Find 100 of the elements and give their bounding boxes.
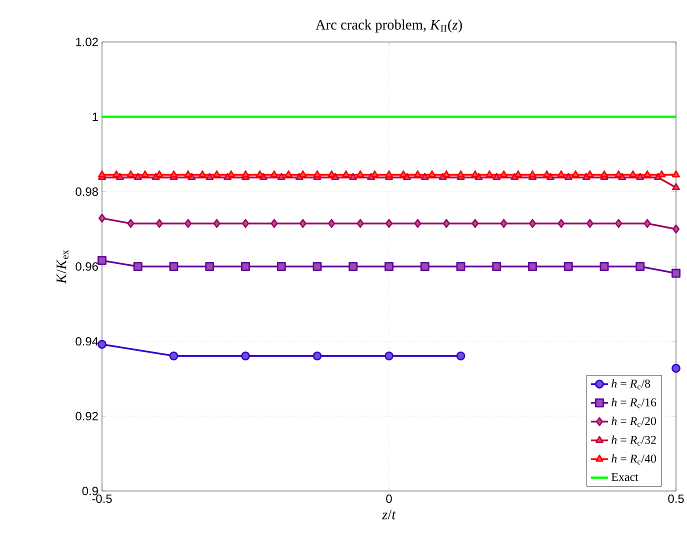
point — [643, 170, 652, 178]
point — [348, 262, 358, 271]
y-tick-label: 0.96 — [76, 262, 98, 271]
point — [241, 262, 250, 271]
point — [485, 170, 494, 178]
point — [442, 218, 450, 228]
legend-label: Exact — [612, 473, 638, 481]
point — [644, 218, 651, 228]
point — [456, 262, 466, 271]
point — [198, 170, 206, 178]
point — [212, 170, 221, 178]
point — [313, 170, 322, 178]
point — [628, 170, 637, 178]
chart-title: Arc crack problem, K$_{II}$(z) — [316, 19, 462, 32]
point — [284, 170, 293, 178]
point — [384, 262, 394, 271]
point — [614, 170, 623, 178]
x-tick-label: -0.5 — [92, 494, 112, 503]
point — [542, 170, 551, 178]
point — [356, 218, 364, 228]
point — [169, 351, 178, 360]
x-axis-title: z/t — [382, 510, 396, 520]
point — [500, 218, 508, 228]
point — [242, 218, 250, 228]
point — [672, 364, 680, 373]
point — [572, 170, 580, 178]
point — [242, 170, 250, 178]
point — [420, 262, 430, 271]
point — [270, 218, 278, 228]
point — [456, 351, 466, 360]
point — [349, 172, 358, 180]
point — [127, 218, 134, 228]
legend-label: h = R$_{c}$/16 — [612, 398, 656, 408]
point — [213, 218, 220, 228]
point — [241, 351, 250, 360]
point — [98, 256, 106, 265]
point — [600, 262, 609, 271]
point — [500, 170, 508, 178]
point — [442, 170, 450, 178]
point — [528, 262, 537, 271]
point — [205, 262, 214, 271]
point — [299, 218, 306, 228]
point — [528, 218, 536, 228]
point — [356, 170, 364, 178]
point — [492, 172, 501, 180]
point — [98, 214, 106, 223]
point — [370, 170, 379, 178]
point — [672, 268, 680, 278]
legend-label: h = R$_{c}$/8 — [612, 379, 650, 390]
point — [184, 218, 192, 228]
point — [636, 172, 644, 180]
point — [342, 170, 350, 178]
legend-label: h = R$_{c}$/32 — [612, 435, 656, 446]
y-tick-label: 1.02 — [76, 38, 98, 46]
point — [564, 262, 573, 271]
legend-label: h = R$_{c}$/40 — [612, 454, 656, 464]
point — [112, 170, 120, 178]
point — [472, 218, 479, 228]
point — [557, 170, 566, 178]
point — [615, 218, 622, 228]
point — [270, 170, 278, 178]
point — [514, 170, 522, 178]
point — [658, 170, 666, 178]
point — [672, 170, 680, 178]
point — [312, 262, 322, 271]
point — [528, 170, 536, 178]
point — [98, 340, 106, 349]
y-tick-label: 0.92 — [76, 412, 98, 420]
point — [586, 218, 594, 228]
point — [133, 262, 142, 271]
point — [492, 262, 502, 271]
legend-label: h = R$_{c}$/20 — [612, 416, 656, 427]
y-tick-label: 0.98 — [76, 187, 98, 196]
point — [564, 172, 572, 180]
point — [384, 351, 394, 360]
point — [276, 262, 286, 271]
point — [312, 351, 322, 360]
point — [672, 224, 680, 234]
point — [169, 262, 178, 271]
point — [227, 170, 236, 178]
x-tick-label: 0.5 — [668, 494, 684, 503]
point — [471, 170, 480, 178]
point — [298, 170, 307, 178]
point — [385, 170, 393, 178]
point — [328, 218, 336, 228]
y-tick-label: 1 — [92, 112, 98, 121]
point — [558, 218, 565, 228]
point — [206, 172, 214, 180]
point — [636, 262, 645, 271]
point — [126, 170, 135, 178]
point — [141, 170, 150, 178]
point — [328, 170, 336, 178]
point — [256, 170, 264, 178]
point — [414, 170, 422, 178]
point — [672, 183, 680, 190]
point — [184, 170, 192, 178]
point — [420, 172, 429, 180]
y-tick-label: 0.94 — [76, 337, 98, 346]
point — [134, 172, 142, 180]
point — [155, 170, 164, 178]
